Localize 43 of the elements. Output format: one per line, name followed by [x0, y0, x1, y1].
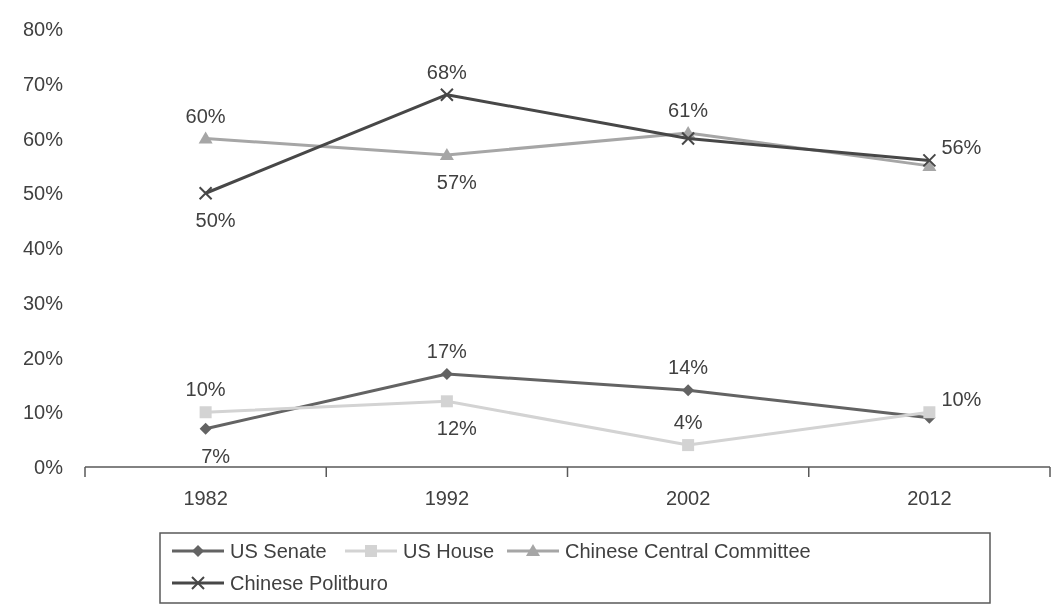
y-tick-label: 20% [22, 346, 64, 369]
point [923, 406, 936, 419]
point [439, 87, 454, 102]
point [199, 422, 212, 435]
y-tick-label: 0% [34, 456, 64, 478]
point [440, 367, 453, 380]
data-label: 10% [185, 378, 226, 401]
legend-label: Chinese Central Committee [565, 540, 811, 562]
y-tick-label: 50% [22, 182, 64, 205]
point [682, 384, 695, 397]
x-tick-label: 2012 [907, 487, 952, 509]
point [922, 153, 937, 168]
y-tick-label: 10% [22, 401, 64, 424]
legend-label: US Senate [230, 540, 327, 562]
x-tick-label: 2002 [665, 487, 711, 509]
point [681, 131, 696, 146]
y-tick-label: 70% [22, 72, 64, 95]
point [198, 186, 213, 201]
y-tick-label: 40% [22, 237, 64, 259]
data-label: 57% [436, 170, 478, 193]
data-label: 4% [673, 411, 703, 434]
point [439, 147, 454, 160]
y-tick-label: 60% [22, 127, 64, 150]
x-tick-label: 1982 [183, 487, 228, 509]
data-label: 56% [941, 136, 982, 159]
y-tick-label: 80% [22, 18, 64, 40]
data-label: 12% [436, 417, 478, 440]
data-label: 14% [668, 356, 709, 379]
point [199, 406, 212, 419]
y-tick-label: 30% [22, 291, 64, 314]
point [198, 131, 213, 144]
x-tick-label: 1992 [424, 487, 470, 509]
data-label: 50% [195, 209, 236, 232]
data-label: 60% [185, 104, 226, 127]
data-label: 68% [426, 60, 468, 83]
data-label: 61% [668, 99, 709, 122]
data-label: 7% [201, 444, 231, 467]
data-label: 10% [941, 388, 982, 411]
legend-label: Chinese Politburo [230, 572, 388, 594]
point [682, 439, 695, 452]
data-label: 17% [426, 339, 468, 362]
legend-label: US House [403, 540, 495, 562]
point [440, 395, 453, 408]
